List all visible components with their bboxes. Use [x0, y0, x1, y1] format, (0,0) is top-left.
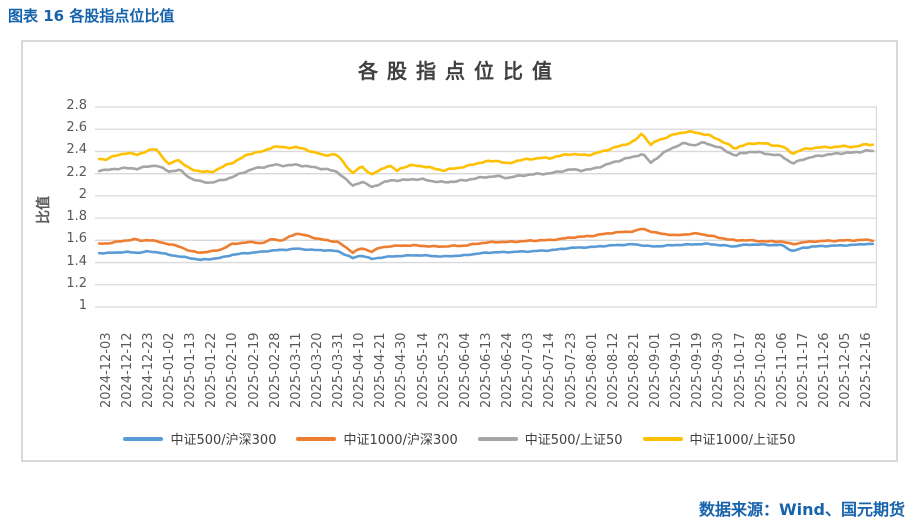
series-line-zz1000-hs300 [97, 227, 875, 255]
legend-line-swatch [123, 436, 164, 441]
x-tick-label: 2024-12-03 [98, 332, 114, 408]
series-line-zz500-hs300 [97, 242, 875, 262]
chart-title: 各股指点位比值 [358, 59, 561, 83]
x-tick-label: 2025-10-28 [753, 332, 769, 408]
legend-line-swatch [642, 436, 683, 441]
x-tick-label: 2025-09-30 [711, 332, 727, 408]
legend-item-zz500-hs300: 中证500/沪深300 [123, 429, 276, 448]
plot-area [95, 106, 878, 308]
x-tick-label: 2025-04-30 [394, 332, 410, 408]
legend-line-swatch [296, 436, 337, 441]
series-line-zz1000-sz50 [97, 130, 875, 176]
x-tick-label: 2025-10-17 [732, 332, 748, 408]
x-tick-label: 2024-12-12 [119, 332, 135, 408]
x-tick-label: 2025-05-23 [436, 332, 452, 408]
x-tick-label: 2025-03-11 [288, 332, 304, 408]
legend-item-zz1000-hs300: 中证1000/沪深300 [296, 429, 458, 448]
x-tick-label: 2025-02-28 [267, 332, 283, 408]
y-axis-title: 比值 [36, 196, 52, 224]
x-tick-label: 2025-06-13 [479, 332, 494, 408]
x-tick-label: 2025-07-23 [563, 332, 579, 408]
data-source-note: 数据来源：Wind、国元期货 [699, 500, 905, 519]
x-tick-label: 2025-12-16 [859, 332, 875, 408]
x-tick-label: 2025-08-21 [626, 332, 642, 408]
x-tick-label: 2025-03-31 [331, 332, 347, 408]
figure-caption: 图表 16 各股指点位比值 [8, 7, 175, 25]
plot-svg [95, 106, 878, 308]
y-tick-label: 2.6 [66, 120, 87, 136]
x-tick-label: 2025-04-10 [352, 332, 368, 408]
legend-label: 中证500/沪深300 [170, 433, 277, 448]
chart-legend: 中证500/沪深300 中证1000/沪深300 中证500/上证50 中证1000/… [23, 429, 896, 448]
x-tick-label: 2025-03-20 [309, 332, 325, 408]
y-tick-label: 1.6 [66, 231, 87, 247]
x-tick-label: 2025-08-01 [584, 332, 600, 408]
x-tick-label: 2025-07-03 [521, 332, 537, 408]
x-tick-label: 2025-06-24 [500, 332, 516, 408]
chart-container: 各股指点位比值 比值 2.8 2.6 2.4 2.2 2 1.8 1.6 1.4 1.2 1 20… [21, 40, 898, 462]
x-tick-label: 2025-04-21 [373, 332, 389, 408]
x-tick-label: 2025-01-13 [183, 332, 199, 408]
legend-item-zz500-sz50: 中证500/上证50 [477, 429, 623, 448]
x-tick-label: 2025-02-19 [246, 332, 262, 408]
x-tick-label: 2025-01-02 [161, 332, 177, 408]
x-tick-label: 2025-09-19 [690, 332, 706, 408]
y-tick-label: 2.8 [66, 98, 87, 113]
x-tick-label: 2025-11-26 [817, 332, 833, 408]
legend-label: 中证1000/上证50 [689, 433, 796, 448]
x-tick-label: 2025-01-22 [204, 332, 220, 408]
x-tick-label: 2025-07-14 [542, 332, 558, 408]
x-tick-label: 2025-02-10 [225, 332, 241, 408]
x-tick-label: 2025-06-04 [457, 332, 473, 408]
x-tick-label: 2025-09-10 [669, 332, 685, 408]
y-tick-label: 2 [78, 186, 87, 202]
x-tick-label: 2025-11-06 [774, 332, 790, 408]
legend-label: 中证1000/沪深300 [343, 433, 458, 448]
y-tick-label: 2.4 [66, 142, 87, 158]
x-tick-label: 2025-12-05 [838, 332, 854, 408]
y-tick-label: 1.2 [66, 275, 87, 291]
y-tick-label: 2.2 [66, 164, 87, 180]
y-tick-label: 1.4 [66, 253, 87, 269]
x-tick-label: 2025-11-17 [796, 332, 812, 408]
x-tick-label: 2025-09-01 [648, 332, 664, 408]
x-tick-label: 2024-12-23 [140, 332, 156, 408]
legend-item-zz1000-sz50: 中证1000/上证50 [642, 429, 796, 448]
y-tick-label: 1 [78, 298, 87, 313]
legend-label: 中证500/上证50 [524, 433, 623, 448]
legend-line-swatch [477, 436, 518, 441]
y-tick-label: 1.8 [66, 209, 87, 225]
x-tick-label: 2025-05-14 [415, 332, 431, 408]
series-line-zz500-sz50 [97, 141, 875, 189]
x-tick-label: 2025-08-12 [605, 332, 621, 408]
